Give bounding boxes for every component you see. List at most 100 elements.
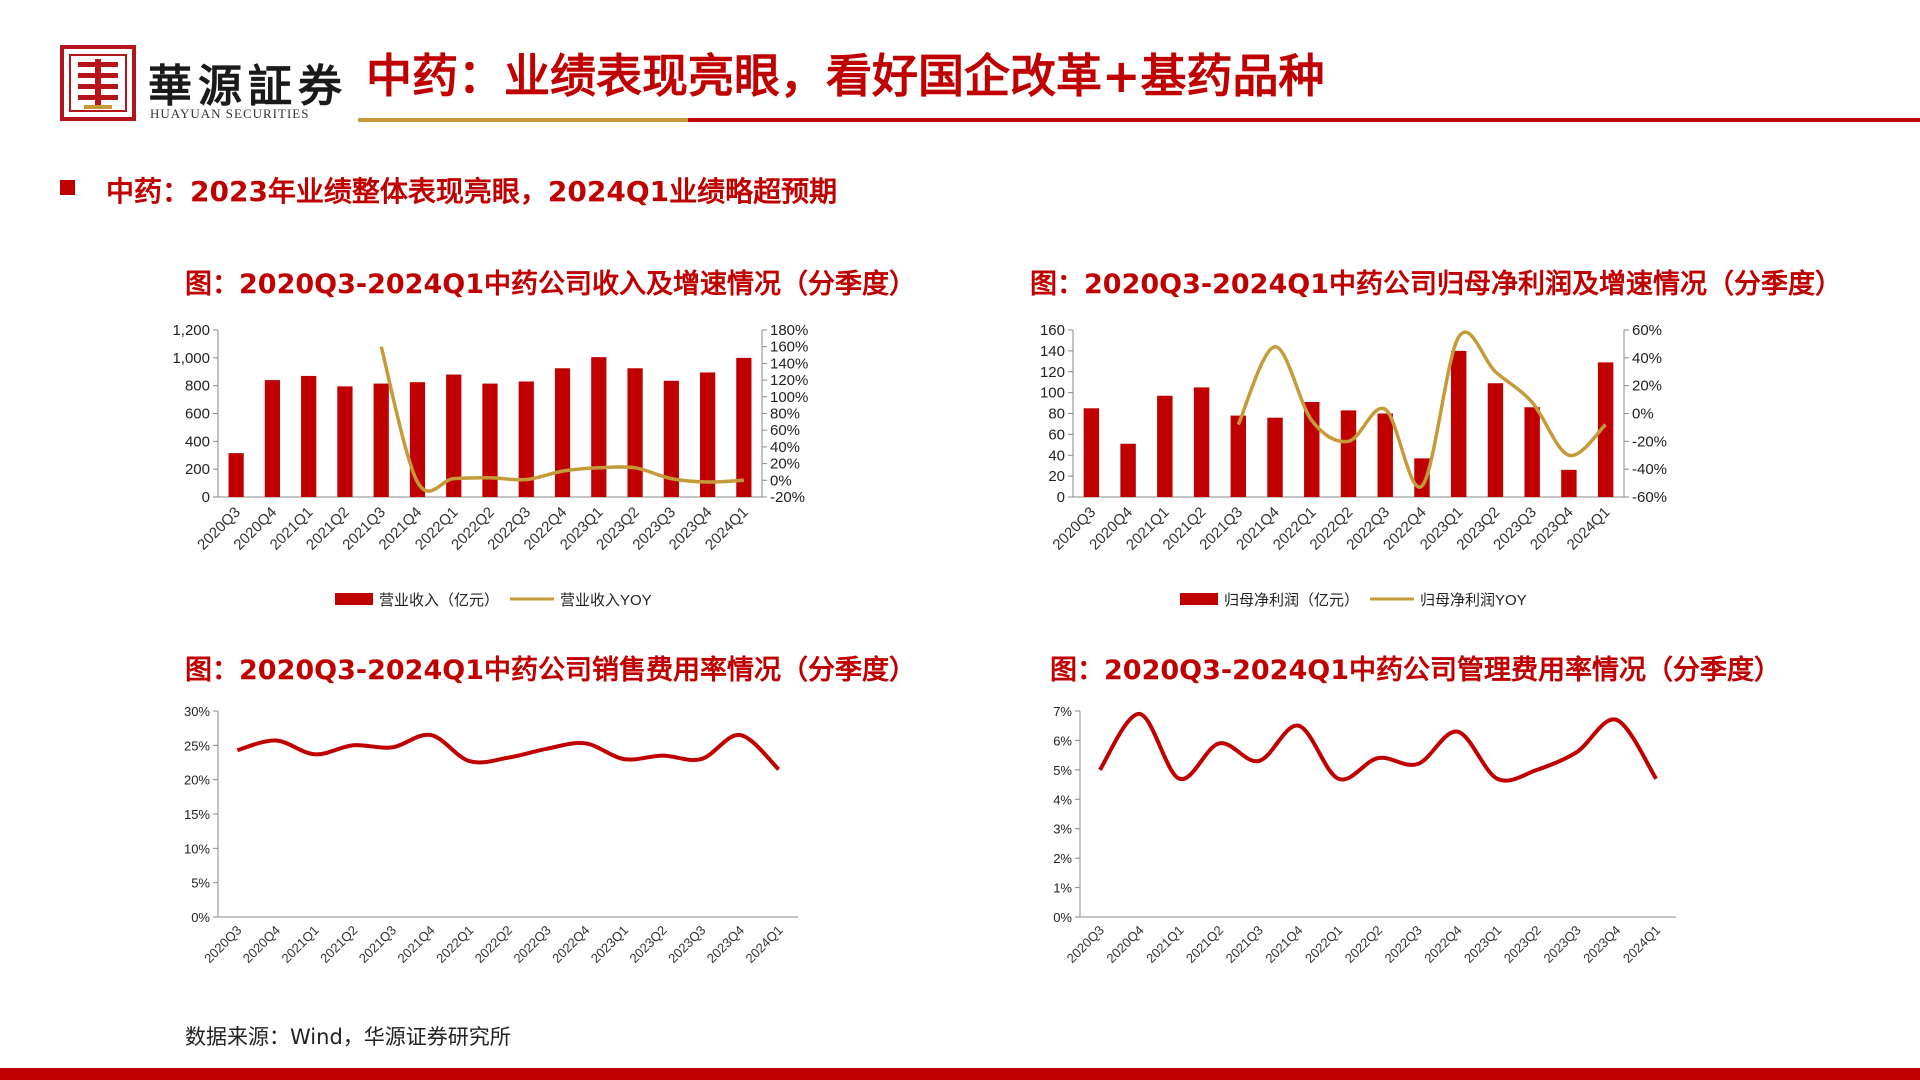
right-tick-label: 140% xyxy=(770,355,808,372)
y-tick-label: 1% xyxy=(1053,881,1072,896)
source-note: 数据来源：Wind，华源证券研究所 xyxy=(185,1025,511,1049)
x-tick-label: 2020Q3 xyxy=(201,923,244,966)
left-tick-label: 400 xyxy=(185,433,210,450)
left-tick-label: 600 xyxy=(185,406,210,423)
x-tick-label: 2023Q2 xyxy=(1501,923,1544,966)
x-tick-label: 2023Q1 xyxy=(588,923,631,966)
header-rule-red xyxy=(688,118,1920,122)
x-tick-label: 2023Q4 xyxy=(1580,923,1623,966)
left-tick-label: 100 xyxy=(1040,385,1065,402)
bar xyxy=(591,357,607,497)
bar xyxy=(1524,407,1540,497)
right-tick-label: -40% xyxy=(1632,461,1667,478)
bar xyxy=(301,375,317,497)
x-tick-label: 2021Q1 xyxy=(278,923,321,966)
right-tick-label: 0% xyxy=(770,472,792,489)
y-tick-label: 5% xyxy=(191,876,210,891)
x-tick-label: 2020Q3 xyxy=(1064,923,1107,966)
right-tick-label: -60% xyxy=(1632,489,1667,506)
right-tick-label: -20% xyxy=(1632,433,1667,450)
bar xyxy=(1120,443,1136,497)
bar xyxy=(554,368,571,497)
y-tick-label: 3% xyxy=(1053,822,1072,837)
bar xyxy=(1597,362,1614,497)
y-tick-label: 7% xyxy=(1053,704,1072,719)
bullet-square-icon xyxy=(60,180,75,195)
selling-expense-chart: 0%5%10%15%20%25%30%2020Q32020Q42021Q1202… xyxy=(184,704,798,966)
bar xyxy=(1083,408,1100,497)
x-tick-label: 2024Q1 xyxy=(1620,923,1663,966)
bar xyxy=(1193,387,1210,497)
right-tick-label: 60% xyxy=(1632,322,1662,339)
left-tick-label: 120 xyxy=(1040,364,1065,381)
section-heading: 中药：2023年业绩整体表现亮眼，2024Q1业绩略超预期 xyxy=(106,175,838,208)
left-tick-label: 200 xyxy=(185,461,210,478)
legend-label: 营业收入（亿元） xyxy=(379,592,499,609)
x-tick-label: 2020Q4 xyxy=(1103,923,1146,966)
bar xyxy=(663,380,679,497)
bar xyxy=(1267,417,1283,497)
bar xyxy=(736,357,752,497)
x-tick-label: 2023Q3 xyxy=(1540,923,1583,966)
x-tick-label: 2024Q1 xyxy=(742,923,785,966)
bar xyxy=(337,386,353,497)
right-tick-label: 20% xyxy=(770,456,800,473)
ratio-line xyxy=(236,732,781,771)
left-tick-label: 800 xyxy=(185,378,210,395)
bar xyxy=(228,453,244,497)
bar xyxy=(1377,413,1393,497)
x-tick-label: 2023Q4 xyxy=(704,923,747,966)
y-tick-label: 15% xyxy=(184,807,210,822)
legend-label: 营业收入YOY xyxy=(560,592,652,609)
ratio-line xyxy=(1098,711,1658,783)
right-tick-label: 40% xyxy=(770,439,800,456)
y-tick-label: 30% xyxy=(184,704,210,719)
x-tick-label: 2022Q4 xyxy=(1421,923,1464,966)
right-tick-label: 160% xyxy=(770,339,808,356)
legend-label: 归母净利润YOY xyxy=(1420,592,1527,609)
y-tick-label: 0% xyxy=(1053,910,1072,925)
profit-chart: 0 20 40 60 80 100 120 140 160 -60% -40% -20% 0% 20% 40… xyxy=(1040,322,1667,609)
y-tick-label: 6% xyxy=(1053,733,1072,748)
y-tick-label: 5% xyxy=(1053,763,1072,778)
y-tick-label: 0% xyxy=(191,910,210,925)
huayuan-logo-icon xyxy=(60,45,136,121)
left-tick-label: 1,200 xyxy=(172,322,210,339)
chart-title-profit: 图：2020Q3-2024Q1中药公司归母净利润及增速情况（分季度） xyxy=(1030,269,1842,300)
left-tick-label: 140 xyxy=(1040,343,1065,360)
logo-wordmark: 華源証券 xyxy=(148,61,348,112)
x-tick-label: 2023Q1 xyxy=(1461,923,1504,966)
y-tick-label: 20% xyxy=(184,773,210,788)
x-tick-label: 2021Q4 xyxy=(1262,923,1305,966)
x-tick-label: 2022Q2 xyxy=(1342,923,1385,966)
bar xyxy=(699,372,716,497)
bar xyxy=(446,374,462,497)
left-tick-label: 60 xyxy=(1048,426,1065,443)
x-tick-label: 2022Q2 xyxy=(472,923,515,966)
chart-title-revenue: 图：2020Q3-2024Q1中药公司收入及增速情况（分季度） xyxy=(185,269,916,300)
y-tick-label: 25% xyxy=(184,738,210,753)
x-tick-label: 2022Q4 xyxy=(549,923,592,966)
x-tick-label: 2021Q4 xyxy=(394,923,437,966)
logo-english-name: HUAYUAN SECURITIES xyxy=(150,106,310,121)
bar xyxy=(1340,410,1357,497)
footer-bar xyxy=(0,1068,1920,1080)
x-tick-label: 2022Q1 xyxy=(1302,923,1345,966)
x-tick-label: 2023Q3 xyxy=(665,923,708,966)
x-tick-label: 2021Q1 xyxy=(1143,923,1186,966)
x-tick-label: 2021Q3 xyxy=(356,923,399,966)
bar xyxy=(1450,350,1467,497)
left-tick-label: 1,000 xyxy=(172,350,210,367)
x-tick-label: 2021Q2 xyxy=(1183,923,1226,966)
bar xyxy=(1157,395,1173,497)
right-tick-label: -20% xyxy=(770,489,805,506)
x-tick-label: 2022Q1 xyxy=(433,923,476,966)
x-tick-label: 2020Q4 xyxy=(240,923,283,966)
right-tick-label: 80% xyxy=(770,406,800,423)
right-tick-label: 60% xyxy=(770,422,800,439)
bar xyxy=(1487,383,1504,497)
x-tick-label: 2021Q3 xyxy=(1223,923,1266,966)
chart-title-selling: 图：2020Q3-2024Q1中药公司销售费用率情况（分季度） xyxy=(185,655,916,686)
bar xyxy=(627,368,643,497)
yoy-line xyxy=(379,346,744,493)
